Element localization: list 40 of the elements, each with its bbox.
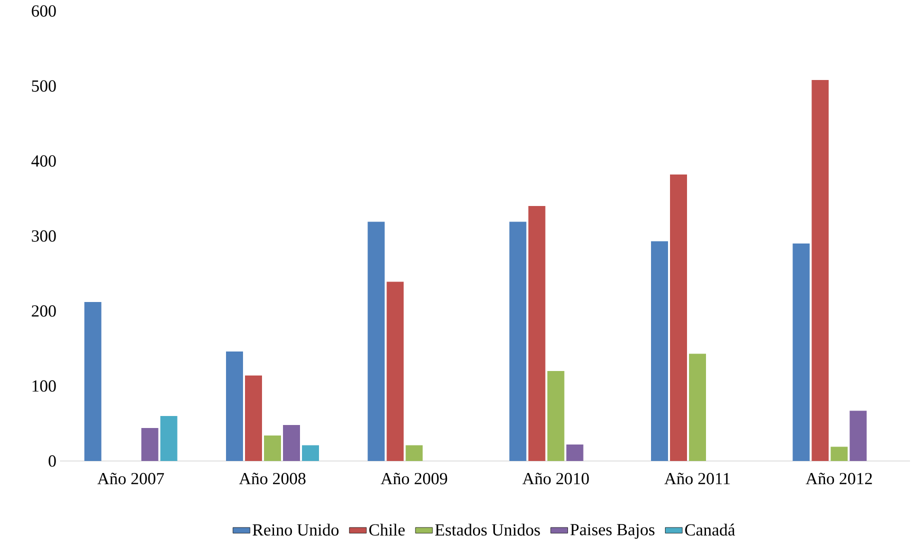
y-tick-label: 600: [32, 5, 56, 17]
bar: [386, 282, 404, 461]
bar: [509, 222, 526, 461]
legend-label: Reino Unido: [252, 524, 339, 536]
bar: [850, 410, 867, 461]
bar: [651, 241, 668, 461]
bar: [282, 425, 300, 461]
x-tick-label: Año 2008: [239, 472, 306, 484]
bar: [528, 206, 546, 461]
y-tick-label: 500: [32, 80, 56, 92]
y-tick-label: 100: [32, 380, 56, 392]
y-tick-label: 200: [32, 305, 56, 317]
x-tick-label: Año 2012: [806, 472, 872, 484]
bar: [547, 371, 564, 461]
bar: [406, 445, 423, 461]
y-tick-label: 400: [31, 155, 56, 167]
legend-label: Canadá: [685, 524, 736, 536]
legend-label: Chile: [369, 524, 405, 536]
x-tick-label: Año 2007: [97, 472, 164, 484]
bar: [84, 302, 102, 461]
y-tick-label: 0: [48, 455, 56, 467]
bar: [264, 436, 281, 461]
x-tick-label: Año 2009: [380, 472, 448, 484]
bar: [792, 243, 810, 461]
bar: [160, 416, 178, 461]
bar: [226, 352, 244, 461]
legend-label: Estados Unidos: [435, 524, 540, 536]
bar: [368, 222, 385, 461]
bar: [670, 174, 688, 461]
bar: [689, 354, 706, 461]
x-tick-label: Año 2010: [522, 472, 589, 484]
legend-label: Paises Bajos: [570, 524, 654, 539]
bar: [812, 80, 829, 461]
x-tick-label: Año 2011: [664, 472, 730, 484]
bar: [830, 446, 848, 461]
bar: [566, 444, 584, 461]
bar: [302, 445, 319, 461]
bar: [245, 376, 262, 461]
y-tick-label: 300: [32, 230, 56, 242]
bar: [141, 428, 158, 461]
